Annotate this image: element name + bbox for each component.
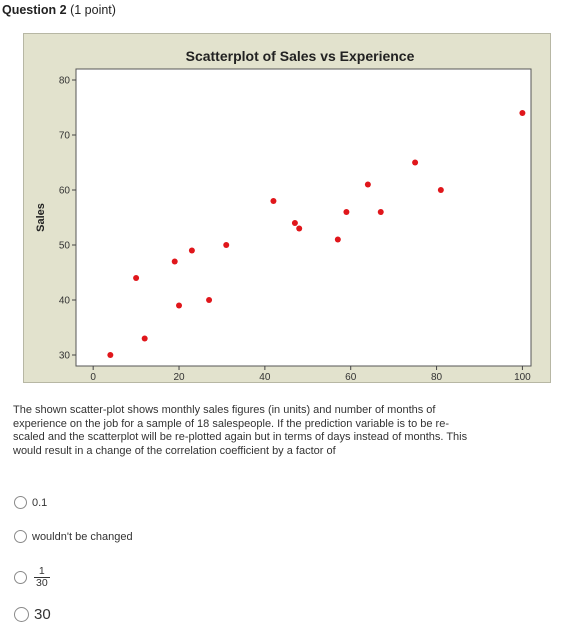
y-tick-label: 80 xyxy=(59,76,71,87)
option-0-1[interactable]: 0.1 xyxy=(14,496,47,509)
fraction-denominator: 30 xyxy=(34,577,50,589)
x-tick-label: 0 xyxy=(90,372,96,383)
scatterplot-svg: Scatterplot of Sales vs Experience 0 20 40 6… xyxy=(35,48,532,383)
x-tick-label: 40 xyxy=(259,372,271,383)
data-point xyxy=(296,225,303,232)
data-point xyxy=(171,258,178,265)
chart-title: Scatterplot of Sales vs Experience xyxy=(186,48,415,64)
x-tick-label: 60 xyxy=(345,372,357,383)
data-point xyxy=(188,247,195,254)
radio-button[interactable] xyxy=(14,530,27,543)
option-30[interactable]: 30 xyxy=(14,606,51,623)
radio-button[interactable] xyxy=(14,496,27,509)
data-point xyxy=(291,220,298,226)
y-tick-label: 40 xyxy=(59,296,71,307)
question-header: Question 2 (1 point) xyxy=(2,3,116,17)
radio-button[interactable] xyxy=(14,607,29,622)
fraction: 1 30 xyxy=(34,566,50,589)
fraction-numerator: 1 xyxy=(38,565,45,577)
x-tick-label: 80 xyxy=(431,372,443,383)
data-point xyxy=(223,242,230,248)
plot-area xyxy=(75,68,532,367)
data-point xyxy=(107,352,114,358)
data-point xyxy=(176,302,183,309)
data-point xyxy=(437,187,444,193)
data-point xyxy=(133,275,140,281)
question-title: Question 2 xyxy=(2,3,67,17)
data-point xyxy=(412,159,419,166)
question-points: (1 point) xyxy=(70,3,116,17)
y-axis-label: Sales xyxy=(35,203,47,232)
scatterplot-figure: Scatterplot of Sales vs Experience 0 20 40 6… xyxy=(23,33,551,383)
option-one-thirtieth[interactable]: 1 30 xyxy=(14,566,50,589)
data-point xyxy=(519,110,526,116)
data-point xyxy=(141,335,148,342)
y-tick-label: 30 xyxy=(59,351,71,362)
y-tick-label: 70 xyxy=(59,131,71,142)
question-prompt: The shown scatter-plot shows monthly sal… xyxy=(13,404,468,457)
option-label: 30 xyxy=(34,606,51,623)
x-tick-label: 20 xyxy=(173,372,185,383)
data-point xyxy=(343,209,350,215)
radio-button[interactable] xyxy=(14,571,27,584)
option-label: 0.1 xyxy=(32,496,48,509)
option-wouldnt-be-changed[interactable]: wouldn't be changed xyxy=(14,530,133,543)
data-point xyxy=(334,236,341,243)
x-tick-label: 100 xyxy=(514,372,531,383)
option-label: wouldn't be changed xyxy=(32,530,133,543)
y-tick-label: 50 xyxy=(59,241,71,252)
data-point xyxy=(364,181,371,188)
data-point xyxy=(206,297,213,303)
y-tick-label: 60 xyxy=(59,186,71,197)
data-point xyxy=(270,198,277,204)
data-point xyxy=(377,209,384,215)
